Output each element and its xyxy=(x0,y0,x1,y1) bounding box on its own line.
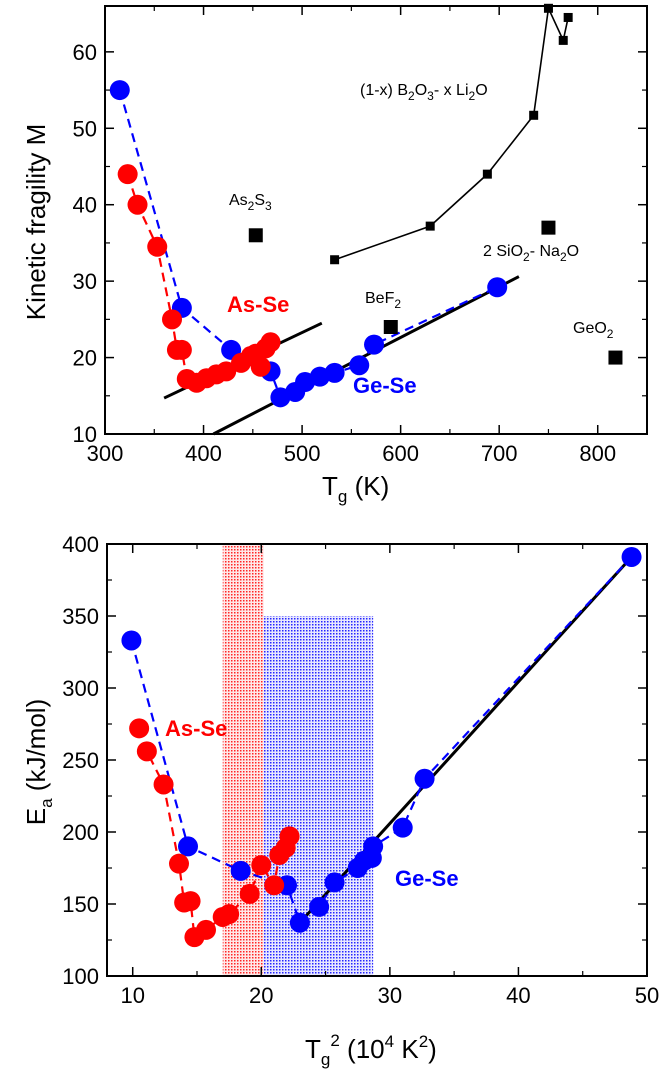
oxides-point-2 xyxy=(383,320,398,334)
y-tick-label: 150 xyxy=(62,892,99,917)
x-tick-label: 10 xyxy=(120,983,144,1008)
sio2-na2o-annotation: 2 SiO2- Na2O xyxy=(483,243,579,264)
oxides-point-3 xyxy=(541,220,556,235)
as-se-window-band xyxy=(222,544,264,976)
as-se-point-8 xyxy=(196,919,216,940)
ge-se-point-7 xyxy=(324,872,345,893)
ge-se-label-top: Ge-Se xyxy=(353,373,417,398)
ge-se-point-13 xyxy=(414,768,435,789)
ge-se-point-9 xyxy=(324,362,345,383)
oxides-point-4 xyxy=(608,350,623,365)
y-tick-label: 20 xyxy=(73,346,97,371)
ge-se-point-11 xyxy=(364,334,385,355)
as-se-line xyxy=(126,173,272,384)
as-se-point-11 xyxy=(216,361,237,382)
x-tick-label: 400 xyxy=(185,441,222,466)
y-tick-label: 250 xyxy=(62,748,99,773)
ge-se-point-11 xyxy=(363,836,384,857)
y-tick-label: 10 xyxy=(73,422,97,447)
ge-se-point-12 xyxy=(487,277,508,298)
ge-se-point-1 xyxy=(121,630,142,651)
as-se-point-2 xyxy=(127,194,148,215)
as-se-point-4 xyxy=(162,309,183,330)
activation-energy-panel: 10 20 30 40 50 100 150 200 250 300 350 400 As-Se Ge… xyxy=(21,532,659,1069)
x-tick-label: 500 xyxy=(284,441,321,466)
y-tick-label: 400 xyxy=(62,532,99,557)
ge-se-window-band xyxy=(263,616,374,976)
as-se-point-16 xyxy=(279,826,300,847)
fragility-y-axis-title: Kinetic fragility M xyxy=(21,124,51,321)
x-tick-label: 30 xyxy=(378,983,402,1008)
geo2-annotation: GeO2 xyxy=(573,320,614,341)
ge-se-point-2 xyxy=(178,836,198,857)
y-tick-label: 300 xyxy=(62,676,99,701)
as-se-label-bottom: As-Se xyxy=(165,716,227,741)
as-se-label-top: As-Se xyxy=(227,292,289,317)
y-tick-label: 350 xyxy=(62,604,99,629)
ge-se-point-1 xyxy=(109,80,130,101)
as-se-point-15 xyxy=(250,356,271,377)
y-tick-label: 50 xyxy=(73,116,97,141)
y-tick-label: 60 xyxy=(73,40,97,65)
ge-se-point-3 xyxy=(230,860,251,881)
as-se-point-13 xyxy=(264,875,285,896)
fragility-x-axis-title: Tg (K) xyxy=(322,471,389,506)
borate-point-3 xyxy=(482,169,492,179)
as2s3-annotation: As2S3 xyxy=(229,192,272,213)
as-se-point-6 xyxy=(180,891,201,912)
borate-point-4 xyxy=(529,110,539,120)
borate-point-2 xyxy=(425,221,435,231)
ge-se-point-6 xyxy=(309,896,330,917)
borate-line xyxy=(334,5,569,261)
as-se-line xyxy=(138,727,291,939)
x-tick-label: 600 xyxy=(382,441,419,466)
activation-x-axis-title: Tg2 (104 K2) xyxy=(305,1031,437,1069)
x-tick-label: 40 xyxy=(506,983,530,1008)
y-tick-label: 40 xyxy=(73,193,97,218)
as-se-point-10 xyxy=(219,904,240,925)
fragility-plot-frame xyxy=(104,5,648,435)
x-tick-label: 20 xyxy=(249,983,273,1008)
x-tick-label: 800 xyxy=(579,441,616,466)
as-se-point-4 xyxy=(169,853,189,874)
as-se-point-11 xyxy=(239,883,260,904)
y-tick-label: 100 xyxy=(62,964,99,989)
borate-point-6 xyxy=(558,35,568,45)
as-se-point-1 xyxy=(129,718,150,739)
as-se-point-17 xyxy=(260,332,281,353)
as-se-point-12 xyxy=(251,855,272,876)
fit-line-2 xyxy=(212,275,520,436)
as-se-point-2 xyxy=(136,741,157,762)
ge-se-point-12 xyxy=(392,817,413,838)
as-se-point-3 xyxy=(153,774,174,795)
borate-annotation: (1-x) B2O3- x Li2O xyxy=(360,82,488,103)
y-tick-label: 200 xyxy=(62,820,99,845)
as-se-point-1 xyxy=(117,164,138,185)
as-se-point-3 xyxy=(147,236,168,257)
x-tick-label: 50 xyxy=(635,983,659,1008)
as-se-point-6 xyxy=(171,339,192,360)
borate-point-1 xyxy=(330,255,340,265)
x-tick-label: 700 xyxy=(481,441,518,466)
borate-point-7 xyxy=(563,12,573,22)
oxides-point-1 xyxy=(248,228,263,243)
bef2-annotation: BeF2 xyxy=(365,290,401,311)
ge-se-point-5 xyxy=(289,912,310,933)
x-tick-label: 300 xyxy=(87,441,124,466)
activation-y-axis-title: Ea (kJ/mol) xyxy=(21,699,56,825)
fragility-panel: 300 400 500 600 700 800 10 20 30 40 50 60 (1-x) B2O… xyxy=(21,3,648,506)
ge-se-point-10 xyxy=(349,355,370,376)
ge-se-label-bottom: Ge-Se xyxy=(395,866,459,891)
y-tick-label: 30 xyxy=(73,269,97,294)
ge-se-point-14 xyxy=(621,546,642,567)
